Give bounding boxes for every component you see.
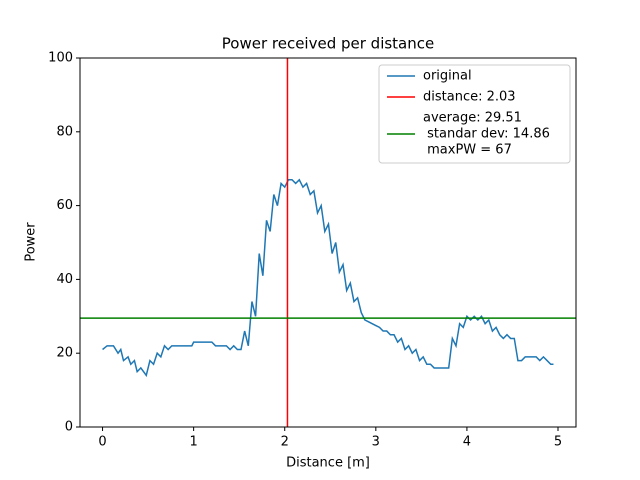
chart-title: Power received per distance [222,35,434,53]
x-tick-label: 0 [98,435,106,450]
y-tick-label: 80 [56,124,73,139]
y-tick-label: 60 [56,198,73,213]
legend-label: maxPW = 67 [423,143,512,158]
y-tick-label: 40 [56,272,73,287]
x-tick-label: 4 [463,435,471,450]
legend-label: standar dev: 14.86 [423,127,550,142]
data-line [102,178,554,378]
y-tick-label: 0 [65,420,73,435]
legend-label: distance: 2.03 [423,90,516,105]
legend-label: average: 29.51 [423,111,522,126]
plot-frame [79,57,577,428]
x-axis-label: Distance [m] [286,456,370,471]
x-tick-label: 1 [189,435,197,450]
legend-label: original [423,69,472,84]
x-tick-label: 2 [281,435,289,450]
y-axis-label: Power [24,222,39,262]
y-tick-label: 100 [48,51,73,66]
x-tick-label: 5 [554,435,562,450]
y-tick-label: 20 [56,346,73,361]
legend-box [378,64,571,164]
x-tick-label: 3 [372,435,380,450]
